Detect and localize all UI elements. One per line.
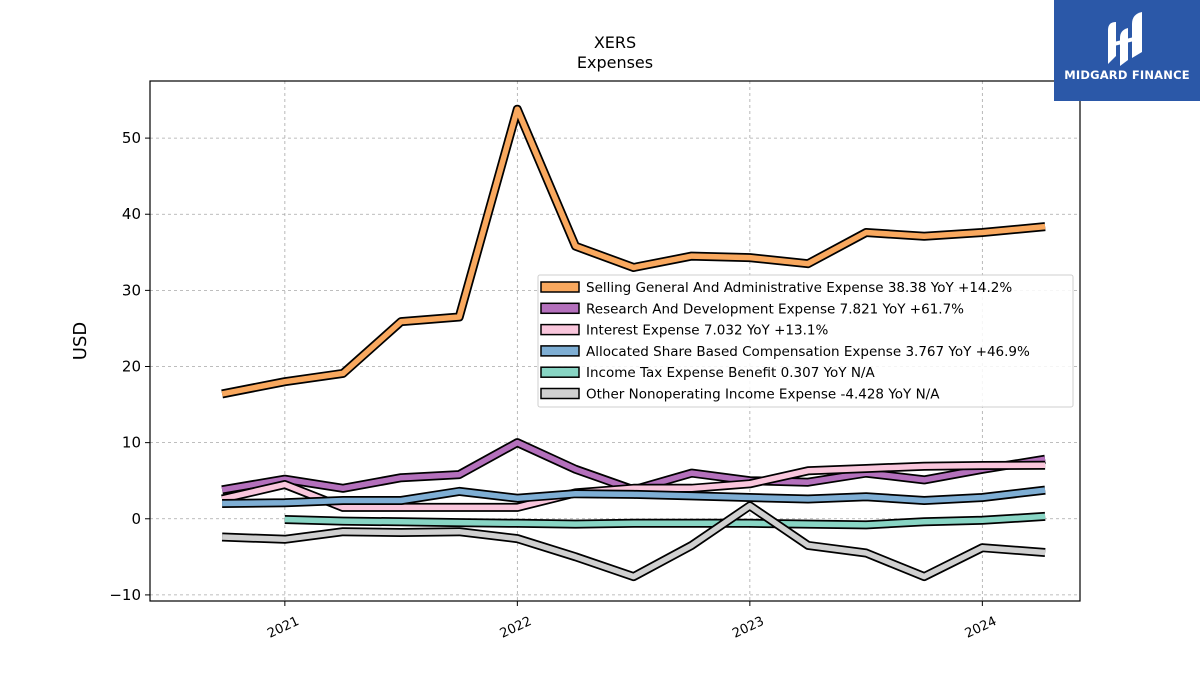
y-tick-label: 30 — [122, 281, 141, 299]
x-tick-label: 2023 — [730, 614, 766, 642]
y-tick-label: 40 — [122, 205, 141, 223]
legend-label: Research And Development Expense 7.821 Y… — [586, 301, 964, 317]
series-interest-expense — [221, 460, 1046, 512]
y-tick-label: 0 — [131, 510, 141, 528]
logo-text: MIDGARD FINANCE — [1064, 68, 1190, 82]
plot-frame — [149, 80, 1081, 602]
legend-swatch — [540, 323, 580, 336]
legend-item: Income Tax Expense Benefit 0.307 YoY N/A — [540, 365, 875, 381]
series-allocated-share-based-compensation-expense — [221, 485, 1046, 508]
legend-item: Other Nonoperating Income Expense -4.428… — [540, 387, 940, 403]
chart-subtitle: Expenses — [577, 53, 653, 72]
legend-item: Selling General And Administrative Expen… — [540, 280, 1012, 296]
series-selling-general-and-administrative-expense — [221, 104, 1046, 399]
y-tick-label: 20 — [122, 358, 141, 376]
legend-swatch — [540, 366, 580, 378]
y-axis-label: USD — [70, 322, 91, 360]
y-tick-label: 10 — [122, 434, 141, 452]
legend-label: Other Nonoperating Income Expense -4.428… — [586, 387, 940, 403]
logo-mark-icon — [1108, 12, 1142, 66]
legend-label: Allocated Share Based Compensation Expen… — [586, 344, 1030, 360]
legend: Selling General And Administrative Expen… — [537, 274, 1074, 408]
legend-label: Interest Expense 7.032 YoY +13.1% — [586, 323, 828, 339]
legend-item: Allocated Share Based Compensation Expen… — [540, 344, 1030, 360]
legend-swatch — [540, 345, 580, 357]
legend-label: Selling General And Administrative Expen… — [586, 280, 1012, 296]
series-other-nonoperating-income-expense — [221, 501, 1046, 582]
legend-swatch — [540, 302, 580, 315]
y-axis: −10 0 10 20 30 40 50 — [109, 129, 150, 604]
series-income-tax-expense-benefit — [284, 511, 1046, 530]
x-axis: 2021 2022 2023 2024 — [265, 601, 999, 642]
legend-box — [537, 274, 1074, 408]
series-line-outline — [221, 501, 1046, 582]
x-tick-label: 2024 — [963, 614, 999, 642]
series-line — [221, 503, 1046, 580]
x-tick-label: 2021 — [265, 614, 301, 642]
legend-swatch — [540, 281, 580, 293]
x-tick-label: 2022 — [498, 614, 534, 642]
series-lines — [221, 104, 1046, 582]
series-line — [284, 513, 1046, 528]
chart-title: XERS — [594, 33, 636, 52]
legend-item: Research And Development Expense 7.821 Y… — [540, 301, 964, 317]
y-tick-label: 50 — [122, 129, 141, 147]
legend-item: Interest Expense 7.032 YoY +13.1% — [540, 323, 828, 339]
legend-label: Income Tax Expense Benefit 0.307 YoY N/A — [586, 365, 875, 381]
legend-swatch — [540, 387, 580, 400]
y-tick-label: −10 — [109, 586, 141, 604]
midgard-finance-logo: MIDGARD FINANCE — [1054, 0, 1200, 101]
